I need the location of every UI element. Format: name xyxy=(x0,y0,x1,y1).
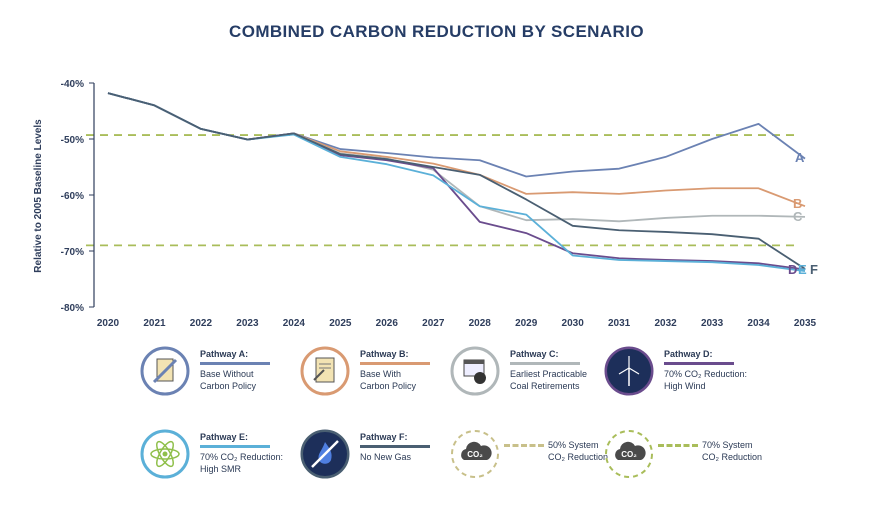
legend-text: 50% System CO₂ Reduction xyxy=(504,439,608,463)
x-tick-label: 2020 xyxy=(97,318,120,329)
series-line-d xyxy=(107,92,806,271)
legend-description: No New Gas xyxy=(360,452,412,462)
legend-name: Pathway B: xyxy=(360,349,409,359)
legend-swatch xyxy=(360,445,430,448)
axes: -40% -50% -60% -70% -80% 2020 2021 2022 2023 2024… xyxy=(61,79,817,329)
legend-description: Base With Carbon Policy xyxy=(360,369,417,391)
legend-item-e: Pathway E: 70% CO₂ Reduction: High SMR xyxy=(140,429,300,489)
y-axis-label: Relative to 2005 Baseline Levels xyxy=(33,119,44,273)
legend-item-b: Pathway B: Base With Carbon Policy xyxy=(300,346,460,406)
series-lines xyxy=(107,92,806,273)
legend-text: Pathway E: 70% CO₂ Reduction: High SMR xyxy=(200,431,283,475)
legend-name: Pathway C: xyxy=(510,349,559,359)
legend-swatch xyxy=(504,444,544,447)
legend-description: 70% CO₂ Reduction: High Wind xyxy=(664,369,748,391)
y-tick-label: -80% xyxy=(61,303,84,314)
carbon-policy-document-icon xyxy=(300,346,350,396)
legend-text: Pathway F: No New Gas xyxy=(360,431,430,463)
series-line-c xyxy=(107,92,806,223)
atom-icon xyxy=(140,429,190,479)
legend-description: Earliest Practicable Coal Retirements xyxy=(510,369,588,391)
legend-text: 70% System CO₂ Reduction xyxy=(658,439,762,463)
svg-text:CO₂: CO₂ xyxy=(621,450,637,459)
end-label-e: E xyxy=(798,262,807,277)
legend-name: Pathway D: xyxy=(664,349,713,359)
legend-name: Pathway E: xyxy=(200,432,249,442)
legend-item-g: CO₂ 50% System CO₂ Reduction xyxy=(450,429,610,489)
x-tick-label: 2029 xyxy=(515,318,538,329)
legend-text: Pathway A: Base Without Carbon Policy xyxy=(200,348,270,392)
legend-swatch xyxy=(200,362,270,365)
x-tick-label: 2031 xyxy=(608,318,631,329)
legend-description: 70% System CO₂ Reduction xyxy=(702,440,763,462)
line-chart: -40% -50% -60% -70% -80% 2020 2021 2022 2023 2024… xyxy=(33,79,818,329)
x-tick-label: 2033 xyxy=(701,318,724,329)
legend-swatch xyxy=(664,362,734,365)
end-labels: A BC D E F xyxy=(788,150,818,277)
x-tick-label: 2032 xyxy=(654,318,677,329)
legend-swatch xyxy=(510,362,580,365)
end-label-a: A xyxy=(795,150,805,165)
x-tick-label: 2035 xyxy=(794,318,817,329)
svg-text:CO₂: CO₂ xyxy=(467,450,483,459)
legend-description: Base Without Carbon Policy xyxy=(200,369,257,391)
legend-name: Pathway A: xyxy=(200,349,249,359)
series-line-f xyxy=(107,92,806,270)
end-label-c: C xyxy=(793,209,803,224)
legend-item-c: Pathway C: Earliest Practicable Coal Reti… xyxy=(450,346,610,406)
legend-item-f: Pathway F: No New Gas xyxy=(300,429,460,489)
x-tick-label: 2022 xyxy=(190,318,213,329)
legend-swatch xyxy=(200,445,270,448)
legend-text: Pathway B: Base With Carbon Policy xyxy=(360,348,430,392)
x-tick-label: 2025 xyxy=(329,318,352,329)
end-label-d: D xyxy=(788,262,797,277)
x-tick-label: 2023 xyxy=(236,318,259,329)
y-tick-label: -70% xyxy=(61,247,84,258)
x-tick-label: 2021 xyxy=(143,318,166,329)
y-tick-label: -60% xyxy=(61,191,84,202)
legend-text: Pathway C: Earliest Practicable Coal Reti… xyxy=(510,348,587,392)
co2-cloud-icon: CO₂ xyxy=(450,429,500,479)
legend-item-a: Pathway A: Base Without Carbon Policy xyxy=(140,346,300,406)
y-tick-label: -40% xyxy=(61,79,84,90)
legend-item-d: Pathway D: 70% CO₂ Reduction: High Wind xyxy=(604,346,764,406)
calendar-coal-icon xyxy=(450,346,500,396)
reference-lines xyxy=(86,134,797,247)
co2-cloud-icon: CO₂ xyxy=(604,429,654,479)
x-tick-label: 2030 xyxy=(562,318,585,329)
x-tick-label: 2027 xyxy=(422,318,445,329)
x-tick-label: 2028 xyxy=(469,318,492,329)
legend-name: Pathway F: xyxy=(360,432,408,442)
no-carbon-policy-icon xyxy=(140,346,190,396)
x-tick-label: 2034 xyxy=(747,318,770,329)
x-tick-label: 2026 xyxy=(376,318,399,329)
legend-swatch xyxy=(658,444,698,447)
series-line-b xyxy=(107,92,806,208)
legend-swatch xyxy=(360,362,430,365)
end-label-b: B xyxy=(793,196,802,211)
y-tick-label: -50% xyxy=(61,135,84,146)
legend-item-h: CO₂ 70% System CO₂ Reduction xyxy=(604,429,764,489)
series-line-e xyxy=(107,92,806,273)
no-gas-flame-icon xyxy=(300,429,350,479)
wind-turbine-icon xyxy=(604,346,654,396)
x-tick-label: 2024 xyxy=(283,318,306,329)
legend-text: Pathway D: 70% CO₂ Reduction: High Wind xyxy=(664,348,747,392)
end-label-f: F xyxy=(810,262,818,277)
legend-description: 70% CO₂ Reduction: High SMR xyxy=(200,452,284,474)
legend-description: 50% System CO₂ Reduction xyxy=(548,440,609,462)
chart-title: COMBINED CARBON REDUCTION BY SCENARIO xyxy=(229,22,644,41)
